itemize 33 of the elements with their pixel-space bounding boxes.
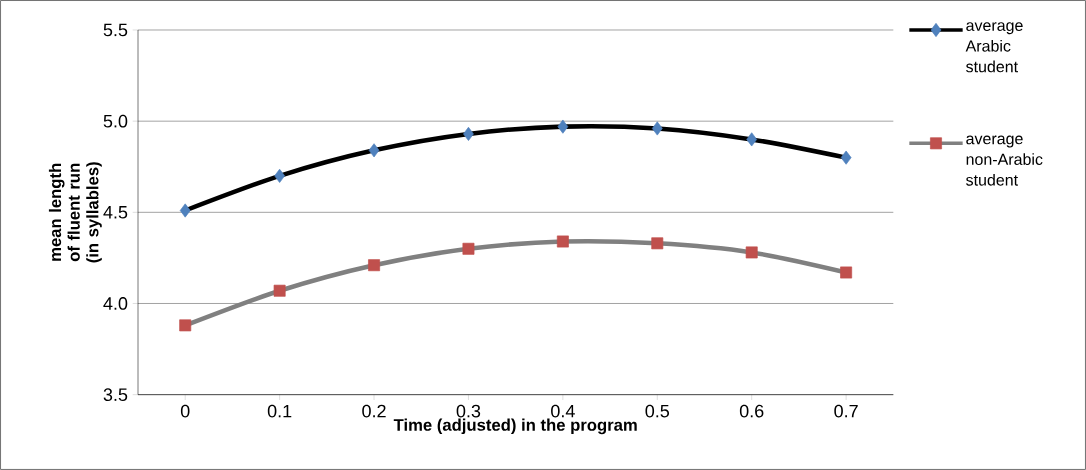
y-tick-label: 4.5 bbox=[103, 206, 128, 219]
point bbox=[557, 119, 569, 134]
point bbox=[746, 132, 758, 147]
point bbox=[462, 242, 475, 255]
y-tick-label: 5.0 bbox=[103, 114, 128, 128]
point bbox=[840, 150, 852, 165]
y-tick-label: 5.5 bbox=[103, 23, 128, 37]
point bbox=[368, 143, 380, 158]
point bbox=[840, 266, 853, 279]
legend-label: average Arabic student bbox=[965, 22, 1023, 73]
y-axis-title: mean length of fluent run (in syllables) bbox=[48, 162, 102, 263]
x-tick-label: 0.2 bbox=[362, 404, 386, 418]
x-tick-label: 0.4 bbox=[551, 404, 575, 418]
point bbox=[651, 237, 664, 250]
point bbox=[179, 203, 191, 218]
point bbox=[274, 168, 285, 183]
y-tick-label: 3.5 bbox=[103, 388, 128, 402]
point bbox=[651, 121, 663, 136]
point bbox=[179, 319, 192, 332]
x-tick-label: 0.3 bbox=[456, 404, 481, 418]
point bbox=[556, 235, 569, 248]
point bbox=[273, 284, 286, 297]
x-tick-label: 0.5 bbox=[645, 404, 670, 418]
point bbox=[745, 246, 758, 259]
x-tick-label: 0 bbox=[180, 404, 190, 418]
y-tick-label: 4.0 bbox=[103, 297, 128, 310]
point bbox=[463, 126, 474, 141]
legend-label: average non-Arabic student bbox=[966, 135, 1043, 186]
x-tick-label: 0.7 bbox=[834, 404, 858, 418]
x-axis-title: Time (adjusted) in the program bbox=[393, 418, 637, 435]
x-tick-label: 0.1 bbox=[267, 404, 292, 418]
point bbox=[368, 259, 380, 272]
x-tick-label: 0.6 bbox=[739, 404, 764, 418]
